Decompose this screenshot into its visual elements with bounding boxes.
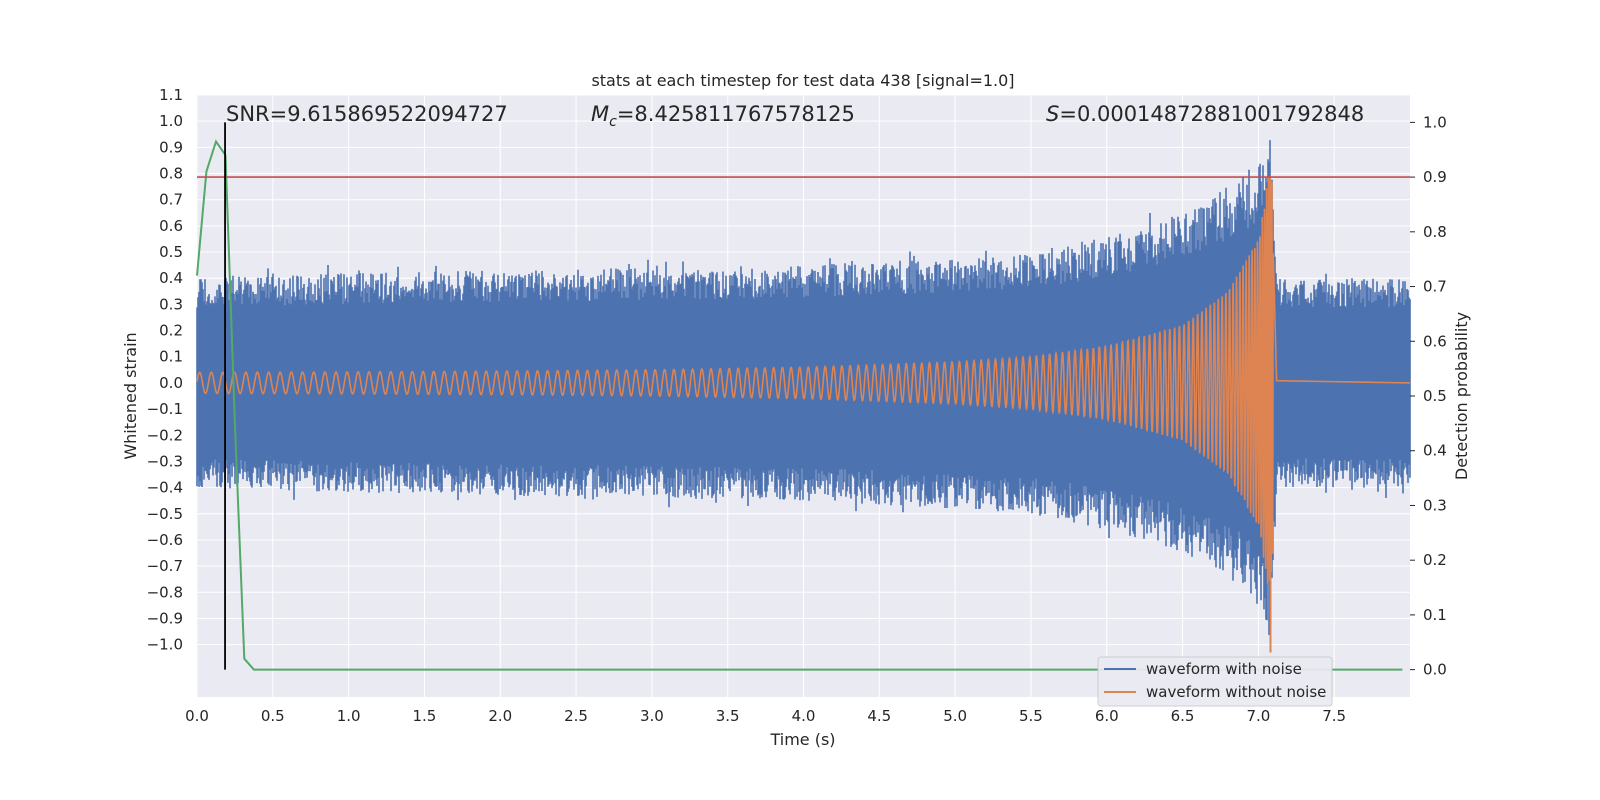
y-right-tick-label: 1.0 <box>1423 113 1447 131</box>
y-right-tick-label: 0.4 <box>1423 442 1447 460</box>
y-left-axis-ticks: 1.1 1.0 0.9 0.8 0.7 0.6 0.5 0.4 0.3 0.2 0.1 0.0 −0.1… <box>147 86 183 654</box>
reference-lines <box>197 122 1410 670</box>
y-left-tick-label: 0.7 <box>159 191 183 209</box>
x-tick-label: 0.5 <box>261 707 285 725</box>
y-right-axis-label: Detection probability <box>1452 312 1471 480</box>
x-tick-label: 1.5 <box>413 707 437 725</box>
s-symbol: S <box>1046 102 1059 126</box>
y-left-tick-label: −0.5 <box>147 505 183 523</box>
x-tick-label: 2.5 <box>564 707 588 725</box>
y-left-tick-label: −0.3 <box>147 452 183 470</box>
y-right-tick-label: 0.8 <box>1423 223 1447 241</box>
x-tick-label: 0.0 <box>185 707 209 725</box>
mc-annotation: Mc=8.425811767578125 <box>591 102 855 130</box>
y-left-tick-label: 1.0 <box>159 112 183 130</box>
x-tick-label: 1.0 <box>337 707 361 725</box>
x-tick-label: 7.5 <box>1322 707 1346 725</box>
y-left-tick-label: −0.2 <box>147 426 183 444</box>
y-left-tick-label: −0.4 <box>147 479 183 497</box>
x-tick-label: 3.0 <box>640 707 664 725</box>
y-left-tick-label: −0.9 <box>147 609 183 627</box>
y-left-tick-label: 0.3 <box>159 295 183 313</box>
y-left-tick-label: 0.8 <box>159 165 183 183</box>
y-right-tick-label: 0.5 <box>1423 387 1447 405</box>
snr-annotation: SNR=9.615869522094727 <box>226 102 508 126</box>
x-tick-label: 5.5 <box>1019 707 1043 725</box>
y-left-tick-label: 0.6 <box>159 217 183 235</box>
legend: waveform with noise waveform without noi… <box>1097 656 1333 707</box>
x-tick-label: 6.5 <box>1171 707 1195 725</box>
y-left-tick-label: −0.7 <box>147 557 183 575</box>
clean-waveform-path <box>196 175 1410 584</box>
y-left-tick-label: 0.0 <box>159 374 183 392</box>
x-axis-label: Time (s) <box>769 730 835 749</box>
y-right-tick-label: 0.7 <box>1423 278 1447 296</box>
s-annotation: S=0.00014872881001792848 <box>1046 102 1364 126</box>
y-left-tick-label: 0.2 <box>159 322 183 340</box>
mc-subscript: c <box>609 114 617 130</box>
legend-box <box>1097 656 1333 707</box>
y-left-axis-label: Whitened strain <box>121 332 140 459</box>
y-right-tick-label: 0.6 <box>1423 332 1447 350</box>
legend-label-clean: waveform without noise <box>1146 683 1326 701</box>
y-right-tick-label: 0.0 <box>1423 661 1447 679</box>
y-right-tick-label: 0.9 <box>1423 168 1447 186</box>
y-right-tick-label: 0.3 <box>1423 496 1447 514</box>
chart-title: stats at each timestep for test data 438… <box>591 71 1014 90</box>
y-right-tick-label: 0.2 <box>1423 551 1447 569</box>
y-left-tick-label: 0.5 <box>159 243 183 261</box>
x-tick-label: 5.0 <box>943 707 967 725</box>
y-right-axis-ticks: 1.0 0.9 0.8 0.7 0.6 0.5 0.4 0.3 0.2 0.1 0.0 <box>1410 113 1447 679</box>
y-right-tick-label: 0.1 <box>1423 606 1447 624</box>
y-left-tick-label: 0.4 <box>159 269 183 287</box>
mc-symbol: M <box>591 102 609 126</box>
y-left-tick-label: −0.6 <box>147 531 183 549</box>
x-tick-label: 6.0 <box>1095 707 1119 725</box>
y-left-tick-label: 0.9 <box>159 138 183 156</box>
x-tick-label: 2.0 <box>488 707 512 725</box>
x-tick-label: 7.0 <box>1246 707 1270 725</box>
y-left-tick-label: 0.1 <box>159 348 183 366</box>
y-left-tick-label: −0.1 <box>147 400 183 418</box>
x-tick-label: 3.5 <box>716 707 740 725</box>
series-waveform-without-noise <box>196 175 1410 653</box>
s-value: =0.00014872881001792848 <box>1059 102 1364 126</box>
legend-label-noise: waveform with noise <box>1146 660 1302 678</box>
x-tick-label: 4.0 <box>792 707 816 725</box>
y-left-tick-label: −0.8 <box>147 583 183 601</box>
x-tick-label: 4.5 <box>867 707 891 725</box>
y-left-tick-label: −1.0 <box>147 636 183 654</box>
mc-value: =8.425811767578125 <box>617 102 855 126</box>
y-left-tick-label: 1.1 <box>159 86 183 104</box>
x-axis-ticks: 0.0 0.5 1.0 1.5 2.0 2.5 3.0 3.5 4.0 4.5 5.0 5.5 6.0 6… <box>185 707 1346 725</box>
